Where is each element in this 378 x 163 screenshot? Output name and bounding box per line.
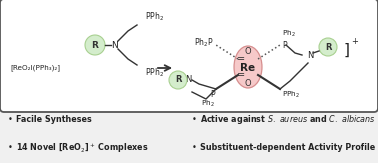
Text: 14 Novel [ReO$_2$]$^+$ Complexes: 14 Novel [ReO$_2$]$^+$ Complexes bbox=[16, 141, 149, 155]
Text: Active against $\mathit{S.\ aureus}$ and $\mathit{C.\ albicans}$: Active against $\mathit{S.\ aureus}$ and… bbox=[200, 113, 376, 126]
Text: N: N bbox=[186, 75, 192, 84]
Circle shape bbox=[319, 38, 337, 56]
Text: O: O bbox=[245, 79, 251, 88]
Text: Re: Re bbox=[240, 63, 256, 73]
Text: •: • bbox=[192, 143, 197, 153]
Ellipse shape bbox=[234, 46, 262, 88]
Text: O: O bbox=[245, 46, 251, 55]
Text: •: • bbox=[8, 116, 13, 125]
Circle shape bbox=[85, 35, 105, 55]
Text: =: = bbox=[237, 70, 245, 80]
Text: P: P bbox=[282, 40, 287, 50]
Text: R: R bbox=[91, 40, 98, 50]
Text: Ph$_2$: Ph$_2$ bbox=[282, 29, 296, 39]
Text: PPh$_2$: PPh$_2$ bbox=[145, 67, 164, 79]
Text: •: • bbox=[8, 143, 13, 153]
Text: P: P bbox=[211, 90, 215, 99]
Text: R: R bbox=[325, 43, 331, 52]
Text: =: = bbox=[237, 54, 245, 64]
Circle shape bbox=[169, 71, 187, 89]
Text: Facile Syntheses: Facile Syntheses bbox=[16, 116, 92, 125]
Text: Ph$_2$P: Ph$_2$P bbox=[194, 37, 214, 49]
FancyBboxPatch shape bbox=[0, 0, 378, 112]
Text: •: • bbox=[192, 116, 197, 125]
Text: PPh$_2$: PPh$_2$ bbox=[145, 11, 164, 23]
Text: ]: ] bbox=[344, 43, 350, 58]
Text: Substituent-dependent Activity Profile: Substituent-dependent Activity Profile bbox=[200, 143, 375, 153]
Text: Ph$_2$: Ph$_2$ bbox=[201, 99, 215, 109]
Text: +: + bbox=[351, 37, 358, 46]
Text: N: N bbox=[112, 40, 118, 50]
Text: N: N bbox=[307, 51, 313, 59]
Text: R: R bbox=[175, 75, 181, 84]
Text: [ReO₂I(PPh₃)₂]: [ReO₂I(PPh₃)₂] bbox=[10, 65, 60, 71]
Text: PPh$_2$: PPh$_2$ bbox=[282, 90, 300, 100]
